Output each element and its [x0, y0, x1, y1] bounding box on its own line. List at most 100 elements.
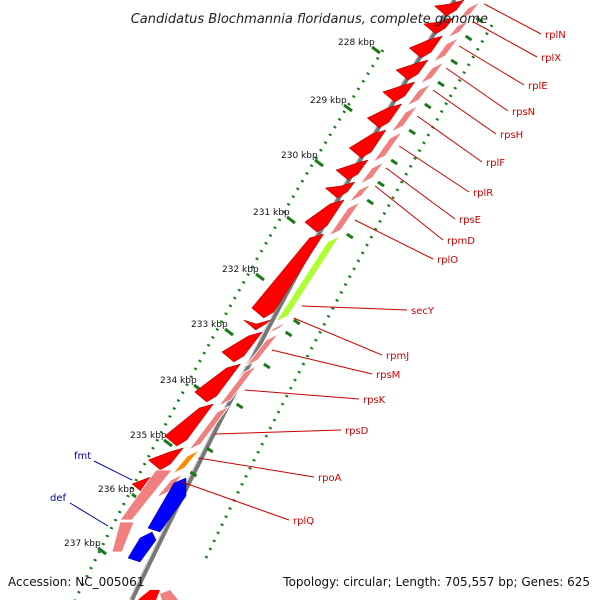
gene-rplX [422, 17, 454, 35]
ruler-tick [343, 103, 353, 113]
gene-rpsN [395, 59, 429, 81]
label-rplN: rplN [545, 30, 566, 41]
feature-tick [205, 446, 214, 454]
leader-rplE [458, 45, 525, 86]
leader-rpsM [271, 349, 373, 375]
gene-rpoA [147, 447, 185, 471]
feature-tick [235, 402, 244, 410]
gene-rpsH [382, 81, 416, 103]
minus-strand-genes [111, 469, 187, 563]
cds-secY [274, 234, 341, 324]
cds-rpmD [348, 183, 372, 203]
ruler-label: 235 kbp [130, 431, 167, 441]
cds-rplE [432, 37, 459, 63]
gene-def [127, 531, 157, 563]
leader-rpsN [445, 67, 509, 112]
leader-rpoA [198, 457, 315, 478]
cds-partial-bottom [160, 590, 178, 600]
cds-rplR [372, 131, 403, 163]
ruler-label: 233 kbp [191, 320, 228, 330]
feature-tick [475, 16, 484, 24]
label-rplO: rplO [437, 255, 458, 266]
ruler-tick [255, 272, 265, 282]
cds-rpsD [188, 405, 230, 451]
accession-text: Accession: NC_005061 [8, 575, 144, 589]
feature-tick [345, 232, 354, 240]
leader-rpsK [244, 389, 360, 400]
label-def: def [50, 493, 67, 504]
gene-partial-bottom [138, 590, 160, 600]
leader-rpsE [385, 167, 456, 220]
label-rpmJ: rpmJ [386, 351, 409, 362]
gene-rplO [304, 199, 345, 233]
inner-dotted-track [203, 24, 494, 561]
ruler-label: 228 kbp [338, 38, 375, 48]
feature-tick [423, 102, 432, 110]
cds-rplX [447, 19, 470, 39]
feature-tick [377, 180, 385, 188]
feature-tick [464, 34, 473, 42]
leader-rplN [484, 3, 542, 35]
cds-rpsH [406, 83, 432, 107]
minus-strand-labels: fmt def [50, 451, 133, 527]
label-rpoA: rpoA [318, 473, 342, 484]
gene-rpsD [164, 403, 214, 447]
gene-rpsK [194, 363, 242, 403]
plus-strand-genes [131, 0, 484, 600]
cds-rpmJ [267, 321, 287, 335]
feature-tick [408, 128, 417, 136]
leader-rpmJ [293, 317, 383, 356]
label-rpsH: rpsH [500, 130, 523, 141]
plus-strand-labels: rplN rplX rplE rpsN rpsH rplF rplR rpsE rpmD rplO… [181, 3, 566, 527]
leader-rplR [398, 145, 470, 193]
cds-rplN [458, 1, 481, 21]
label-rplQ: rplQ [293, 516, 314, 527]
ruler-label: 232 kbp [222, 265, 259, 275]
cds-rplO [327, 200, 362, 238]
ruler-tick [314, 158, 324, 168]
ruler-label: 236 kbp [98, 485, 135, 495]
ruler-label: 237 kbp [64, 539, 101, 549]
label-rpsE: rpsE [459, 215, 481, 226]
ruler-tick [97, 546, 107, 556]
cds-rpsN [419, 61, 445, 85]
leader-rplF [416, 115, 483, 163]
label-rpsK: rpsK [363, 395, 386, 406]
leader-rplX [473, 21, 538, 58]
feature-tick [390, 158, 399, 166]
feature-tick [263, 362, 271, 370]
ruler-tick [286, 215, 296, 225]
cds-rpsM [245, 333, 279, 367]
gene-rpmD [324, 181, 356, 199]
cds-rpoA [172, 449, 200, 475]
cds-def [111, 521, 135, 553]
gene-rpsE [335, 159, 369, 181]
gene-rpsM [221, 331, 263, 363]
gene-rplN [433, 0, 465, 17]
gene-secY [251, 233, 325, 319]
gene-rplR [348, 129, 387, 159]
leader-rpsH [432, 89, 497, 135]
label-rpmD: rpmD [447, 236, 475, 247]
leader-rpmD [374, 185, 444, 241]
ruler-label: 231 kbp [253, 208, 290, 218]
feature-tick [366, 198, 375, 206]
ruler-label: 229 kbp [310, 96, 347, 106]
label-secY: secY [411, 306, 435, 317]
cds-rplQ [155, 473, 184, 499]
ruler-tick [163, 438, 173, 448]
gene-rplE [408, 35, 444, 59]
cds-rplF [390, 105, 418, 133]
ruler-tick [224, 327, 234, 337]
label-rpsM: rpsM [376, 370, 400, 381]
map-title: Candidatus Blochmannia floridanus, compl… [131, 12, 488, 27]
label-rpsN: rpsN [512, 107, 535, 118]
gene-fmt [147, 477, 187, 533]
ruler-tick [371, 45, 381, 55]
label-rplE: rplE [528, 81, 548, 92]
leader-rplO [354, 219, 434, 260]
label-rpsD: rpsD [345, 426, 369, 437]
leader-rplQ [181, 481, 290, 521]
label-rplF: rplF [486, 158, 505, 169]
